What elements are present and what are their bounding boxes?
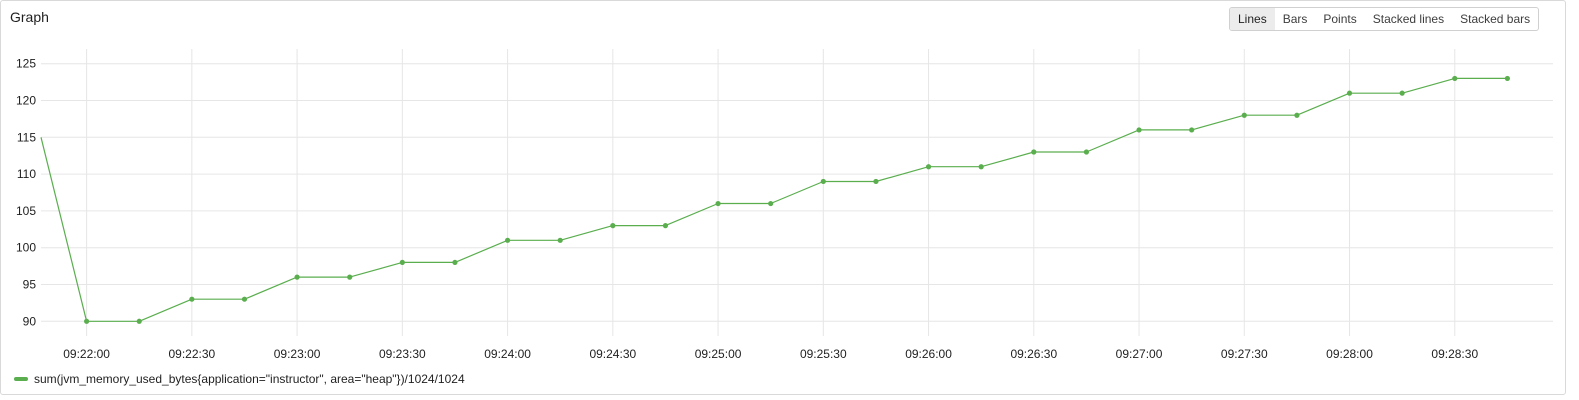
view-mode-stacked-bars[interactable]: Stacked bars	[1452, 8, 1538, 30]
data-point	[1505, 76, 1510, 81]
data-point	[663, 223, 668, 228]
data-point	[873, 179, 878, 184]
y-tick-label: 110	[17, 167, 36, 181]
x-tick-label: 09:22:30	[168, 347, 215, 361]
view-mode-switcher: Lines Bars Points Stacked lines Stacked …	[1229, 7, 1539, 31]
x-tick-label: 09:26:30	[1010, 347, 1057, 361]
data-point	[1294, 113, 1299, 118]
x-tick-label: 09:25:00	[695, 347, 742, 361]
y-tick-label: 105	[16, 204, 36, 218]
view-mode-bars[interactable]: Bars	[1275, 8, 1316, 30]
data-point	[926, 164, 931, 169]
y-axis-ticks: 90 95 100 105 110 115 120 125	[16, 57, 36, 329]
y-tick-label: 100	[16, 241, 36, 255]
data-point	[558, 238, 563, 243]
data-point	[979, 164, 984, 169]
x-tick-label: 09:28:30	[1431, 347, 1478, 361]
legend-swatch	[14, 377, 28, 381]
data-point	[1084, 149, 1089, 154]
x-tick-label: 09:23:00	[274, 347, 321, 361]
graph-panel: Graph Lines Bars Points Stacked lines St…	[0, 0, 1566, 395]
legend[interactable]: sum(jvm_memory_used_bytes{application="i…	[14, 372, 465, 386]
x-tick-label: 09:24:30	[589, 347, 636, 361]
data-point	[505, 238, 510, 243]
x-tick-label: 09:23:30	[379, 347, 426, 361]
data-point	[1452, 76, 1457, 81]
x-tick-label: 09:28:00	[1326, 347, 1373, 361]
data-point	[242, 297, 247, 302]
data-point	[137, 319, 142, 324]
data-point	[1242, 113, 1247, 118]
x-axis-ticks: 09:22:00 09:22:30 09:23:00 09:23:30 09:24:00…	[63, 347, 1478, 361]
data-point	[294, 275, 299, 280]
y-tick-label: 115	[17, 130, 36, 144]
data-point	[84, 319, 89, 324]
y-tick-label: 125	[16, 57, 36, 71]
data-point	[1347, 91, 1352, 96]
x-tick-label: 09:24:00	[484, 347, 531, 361]
x-tick-label: 09:25:30	[800, 347, 847, 361]
view-mode-points[interactable]: Points	[1315, 8, 1364, 30]
data-point	[400, 260, 405, 265]
x-tick-label: 09:22:00	[63, 347, 110, 361]
x-tick-label: 09:26:00	[905, 347, 952, 361]
view-mode-stacked-lines[interactable]: Stacked lines	[1365, 8, 1452, 30]
x-tick-label: 09:27:30	[1221, 347, 1268, 361]
y-tick-label: 120	[16, 94, 36, 108]
data-point	[768, 201, 773, 206]
panel-title: Graph	[10, 9, 49, 25]
data-point	[715, 201, 720, 206]
legend-label: sum(jvm_memory_used_bytes{application="i…	[34, 372, 465, 386]
series-layer	[41, 76, 1510, 324]
data-point	[347, 275, 352, 280]
x-tick-label: 09:27:00	[1116, 347, 1163, 361]
data-point	[1189, 127, 1194, 132]
data-point	[1031, 149, 1036, 154]
y-tick-label: 95	[23, 277, 37, 291]
y-tick-label: 90	[23, 314, 37, 328]
data-point	[1400, 91, 1405, 96]
data-point	[189, 297, 194, 302]
data-point	[821, 179, 826, 184]
view-mode-lines[interactable]: Lines	[1230, 8, 1275, 30]
data-point	[1136, 127, 1141, 132]
data-point	[610, 223, 615, 228]
data-point	[452, 260, 457, 265]
